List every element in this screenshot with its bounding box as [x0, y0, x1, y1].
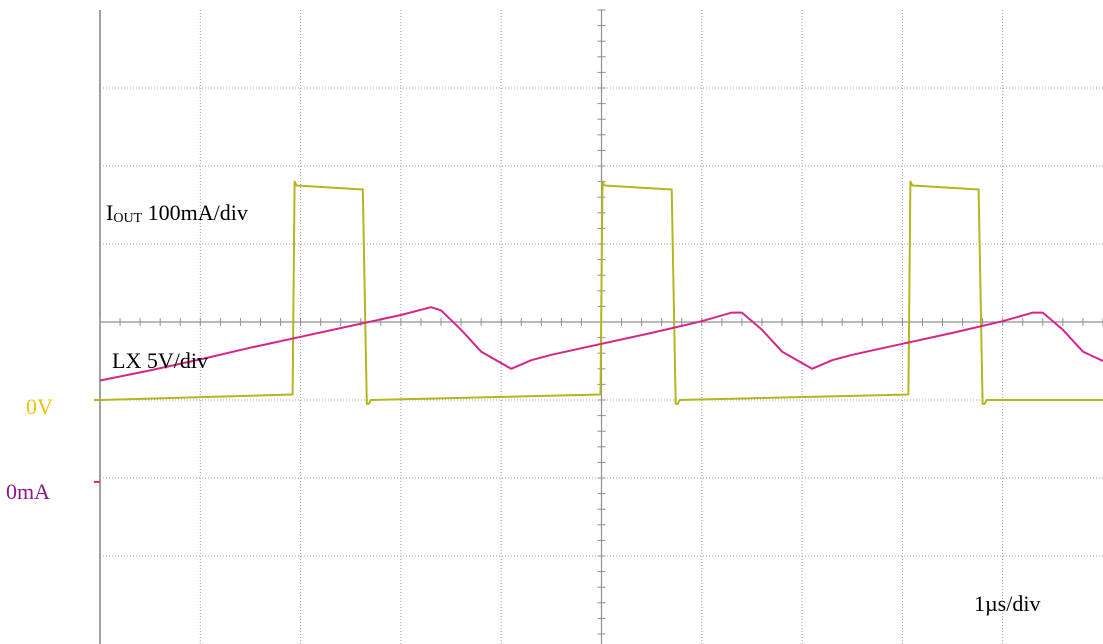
lx-scale-label: LX 5V/div [112, 350, 208, 372]
traces [94, 180, 1103, 483]
grid [99, 9, 1103, 644]
iout-zero-label: 0mA [6, 479, 50, 504]
iout-name-main: I [106, 200, 114, 225]
iout-trace [99, 306, 1103, 382]
iout-scale-label: IOUT 100mA/div [106, 200, 248, 226]
timebase-label: 1µs/div [974, 591, 1041, 616]
iout-name-sub: OUT [113, 211, 143, 226]
lx-zero-label: 0V [26, 394, 53, 419]
iout-scale: 100mA/div [147, 200, 248, 225]
lx-trace [99, 180, 1103, 405]
lx-name: LX [112, 348, 142, 373]
lx-scale: 5V/div [146, 348, 208, 373]
